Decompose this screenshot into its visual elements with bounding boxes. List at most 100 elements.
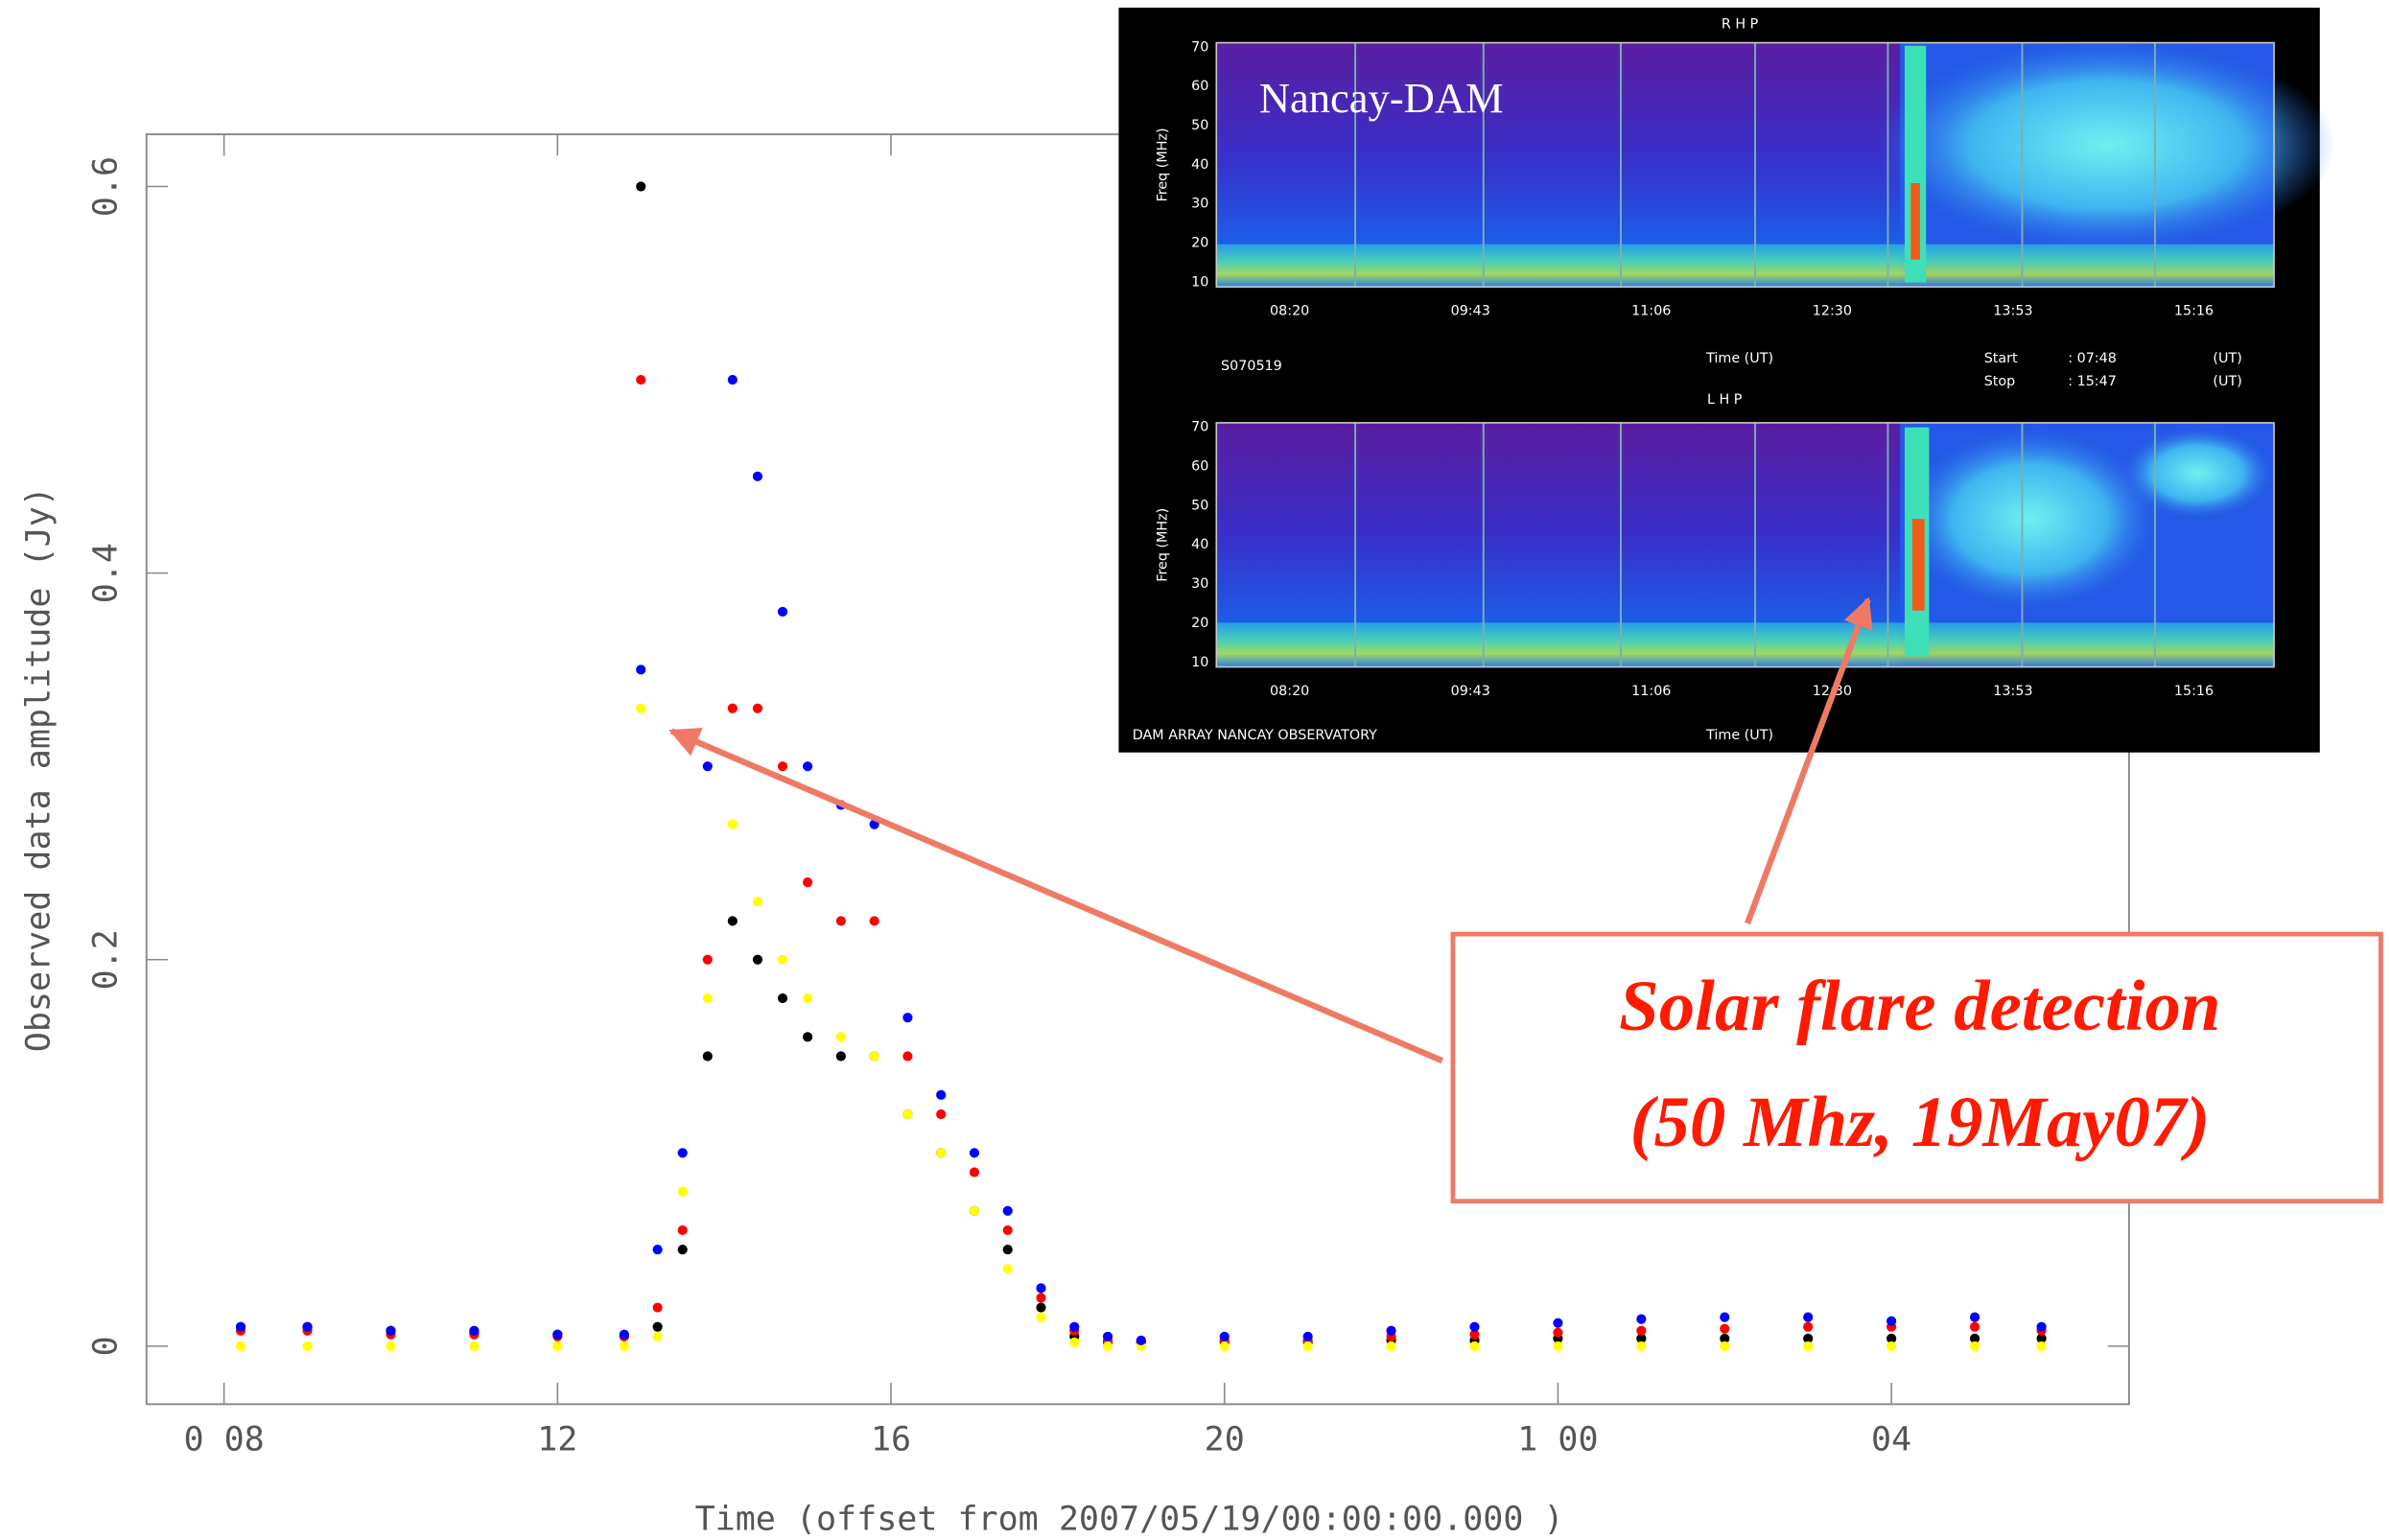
freq-tick-label: 60 [1191,459,1208,475]
data-point [1803,1333,1814,1343]
data-point [969,1205,980,1216]
data-point [1636,1325,1647,1336]
data-point [1553,1318,1563,1328]
data-point [702,1051,713,1062]
freq-tick-label: 20 [1191,616,1208,631]
data-point [1720,1341,1730,1351]
freq-tick-label: 30 [1191,576,1208,592]
time-label: Time (UT) [1705,351,1773,366]
data-point [302,1321,313,1332]
data-point [1969,1341,1980,1351]
y-axis-label: Observed data amplitude (Jy) [19,486,58,1052]
data-point [552,1341,563,1351]
data-point [1636,1333,1647,1343]
data-point [902,1108,913,1120]
data-point [1969,1321,1980,1332]
freq-tick-label: 60 [1191,79,1208,94]
annotation-box [1450,931,2383,1204]
data-point [1469,1329,1480,1340]
x-tick-label: 0 08 [183,1421,264,1459]
time-tick-label: 13:53 [1993,684,2032,699]
data-point [1036,1293,1046,1303]
data-point [1002,1205,1013,1216]
data-point [1969,1333,1980,1343]
data-point [777,992,788,1004]
data-point [1002,1264,1013,1274]
data-point [727,703,738,713]
data-point [1636,1314,1647,1324]
time-tick-label: 08:20 [1270,304,1309,319]
spectrogram-panel [1215,422,2275,668]
freq-label: Freq (MHz) [1156,128,1171,201]
panel-title: L H P [1707,392,1743,408]
data-point [752,471,763,481]
time-tick-label: 11:06 [1631,684,1671,699]
stop-unit: (UT) [2213,374,2241,389]
data-point [1036,1312,1046,1322]
data-point [652,1302,663,1313]
data-point [302,1341,313,1351]
data-point [619,1329,629,1340]
data-point [727,374,738,385]
data-point [1219,1341,1230,1351]
annotation-text: Solar flare detection [1619,967,2220,1046]
data-point [869,916,879,926]
freq-tick-label: 40 [1191,157,1208,173]
data-point [727,916,738,926]
data-point [636,374,646,385]
data-point [835,1051,846,1062]
data-point [636,665,646,675]
data-point [1136,1335,1146,1345]
data-point [1636,1341,1647,1351]
freq-tick-label: 40 [1191,537,1208,552]
time-tick-label: 13:53 [1993,304,2032,319]
data-point [702,761,713,772]
annotation: Solar flare detection (50 Mhz, 19May07) [668,596,2383,1204]
data-point [835,916,846,926]
data-point [803,1032,813,1042]
stop-label: Stop [1984,374,2016,389]
time-tick-label: 11:06 [1631,304,1671,319]
time-tick-label: 15:16 [2174,684,2214,699]
data-point [1469,1321,1480,1332]
data-point [2036,1333,2047,1343]
data-point [969,1167,980,1178]
data-point [1553,1327,1563,1338]
data-point [1386,1341,1396,1351]
time-tick-label: 12:30 [1813,304,1852,319]
freq-tick-label: 10 [1191,274,1208,290]
freq-tick-label: 20 [1191,236,1208,251]
data-point [636,181,646,192]
time-tick-label: 09:43 [1451,304,1490,319]
data-point [752,897,763,907]
data-point [1302,1341,1313,1351]
data-point [1969,1312,1980,1322]
data-point [652,1244,663,1255]
data-point [235,1341,246,1351]
data-point [936,1089,947,1100]
data-point [619,1341,629,1351]
time-tick-label: 09:43 [1451,684,1490,699]
x-tick-label: 04 [1871,1421,1911,1459]
freq-tick-label: 70 [1191,39,1208,55]
freq-tick-label: 10 [1191,655,1208,670]
plot-area: 0 0.2 0.4 0.6 0 08 12 16 20 1 00 04 [86,134,2129,1459]
data-point [752,954,763,965]
inset-footer: DAM ARRAY NANCAY OBSERVATORY [1133,728,1377,743]
start-unit: (UT) [2213,351,2241,366]
data-point [235,1321,246,1332]
data-point [552,1329,563,1340]
data-point [1803,1312,1814,1322]
data-point [1069,1321,1080,1332]
y-tick-label: 0.6 [86,156,125,217]
arrow [1745,596,1873,925]
data-point [469,1325,480,1336]
data-point [803,877,813,888]
data-point [777,954,788,965]
data-point [1720,1312,1730,1322]
data-point [1069,1337,1080,1347]
data-point [936,1108,947,1120]
data-point [1302,1331,1313,1342]
inset-ticks: 10 20 30 40 50 60 70 08:20 09:43 11:06 12:30 13:53 1… [1191,39,2214,699]
start-label: Start [1984,351,2018,366]
